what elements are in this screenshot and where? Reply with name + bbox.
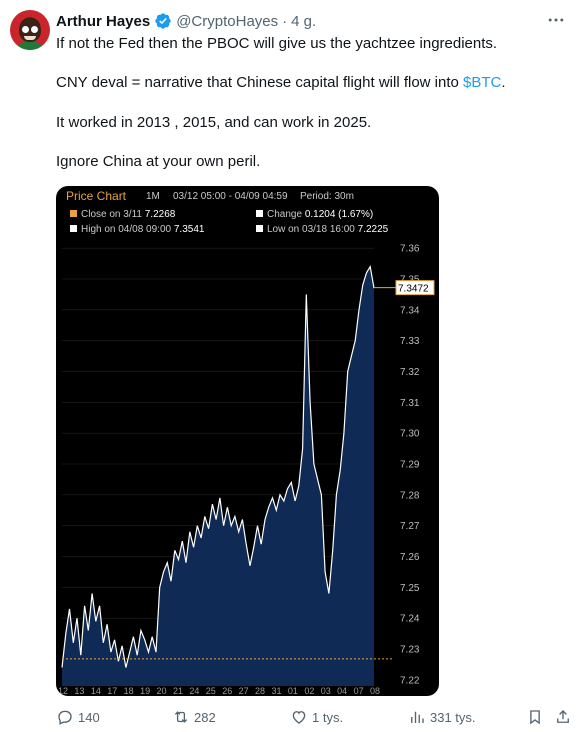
more-options-icon[interactable] [546,10,566,35]
x-tick-label: 19 [140,686,150,696]
x-tick-label: 21 [173,686,183,696]
x-tick-label: 03 [321,686,331,696]
last-value-box [395,280,435,296]
y-tick-label: 7.23 [400,645,420,656]
x-tick-label: 20 [157,686,167,696]
y-tick-label: 7.35 [400,275,420,286]
tweet-time[interactable]: 4 g. [291,12,317,30]
x-tick-label: 28 [255,686,265,696]
high-stat: High on 04/08 09:00 7.3541 [70,224,204,235]
y-tick-label: 7.22 [400,675,420,686]
reply-icon [58,710,72,725]
y-tick-label: 7.34 [400,305,420,316]
bookmark-icon [530,710,540,725]
tweet-text-line-4: Ignore China at your own peril. [56,153,261,170]
tweet-header: Arthur Hayes @CryptoHayes · 4 g. [56,11,316,31]
chart-period: Period: 30m [300,191,354,202]
author-name[interactable]: Arthur Hayes [56,12,151,30]
tweet-text-line-2-after: . [501,74,506,91]
close-stat: Close on 3/11 7.2268 [70,209,175,220]
y-tick-label: 7.26 [400,552,420,563]
x-tick-label: 24 [189,686,199,696]
verified-badge-icon [154,12,172,30]
y-tick-label: 7.33 [400,336,420,347]
cashtag-link[interactable]: $BTC [463,74,502,91]
last-value-label: 7.3472 [398,284,429,295]
y-tick-label: 7.31 [400,398,420,409]
repost-count: 282 [194,709,216,725]
y-tick-label: 7.24 [400,614,420,625]
reply-count: 140 [78,709,100,725]
x-tick-label: 13 [74,686,84,696]
x-tick-label: 01 [288,686,298,696]
low-stat: Low on 03/18 16:00 7.2225 [256,224,388,235]
x-tick-label: 25 [206,686,216,696]
heart-icon [292,711,306,724]
author-handle[interactable]: @CryptoHayes [176,12,279,30]
change-stat: Change 0.1204 (1.67%) [256,209,373,220]
x-tick-label: 31 [271,686,281,696]
share-button[interactable] [554,708,576,726]
x-tick-label: 14 [91,686,101,696]
price-chart-plot: 7.36 7.35 7.34 7.33 7.32 7.31 7.30 7.29 7.28 7.27… [58,244,435,696]
share-icon [557,710,569,723]
y-tick-label: 7.28 [400,490,420,501]
separator-dot: · [282,12,288,30]
tweet-action-bar: 140 282 1 tys. 331 tys. [56,708,574,730]
x-tick-label: 02 [304,686,314,696]
x-tick-label: 07 [354,686,364,696]
tweet-text-line-1: If not the Fed then the PBOC will give u… [56,35,498,52]
tweet-text-line-2: CNY deval = narrative that Chinese capit… [56,73,506,93]
bookmark-button[interactable] [526,708,548,726]
x-tick-label: 26 [222,686,232,696]
series-line [61,265,375,668]
chart-date-range: 03/12 05:00 - 04/09 04:59 [173,191,288,202]
avatar[interactable] [10,10,50,50]
x-tick-label: 27 [239,686,249,696]
tweet-text-line-2-before: CNY deval = narrative that Chinese capit… [56,74,464,91]
y-tick-label: 7.27 [400,521,420,532]
x-tick-label: 17 [107,686,117,696]
repost-button[interactable]: 282 [172,708,216,726]
x-tick-label: 18 [124,686,134,696]
views-count: 331 tys. [430,709,476,725]
y-tick-label: 7.36 [400,244,420,255]
x-tick-label: 04 [337,686,347,696]
chart-title: Price Chart [66,189,127,203]
price-chart-image[interactable]: 7.36 7.35 7.34 7.33 7.32 7.31 7.30 7.29 7.28 7.27… [56,186,439,696]
y-tick-label: 7.30 [400,429,420,440]
chart-range-label: 1M [146,191,160,202]
like-button[interactable]: 1 tys. [290,708,343,726]
views-button[interactable]: 331 tys. [408,708,476,726]
repost-icon [174,711,188,723]
x-tick-label: 08 [370,686,380,696]
series-area [62,266,374,686]
y-tick-label: 7.32 [400,367,420,378]
y-tick-label: 7.29 [400,460,420,471]
reply-button[interactable]: 140 [56,708,100,726]
tweet-text-line-3: It worked in 2013 , 2015, and can work i… [56,114,372,131]
y-tick-label: 7.25 [400,583,420,594]
x-tick-label: 12 [58,686,68,696]
views-icon [411,711,424,723]
like-count: 1 tys. [312,709,344,725]
